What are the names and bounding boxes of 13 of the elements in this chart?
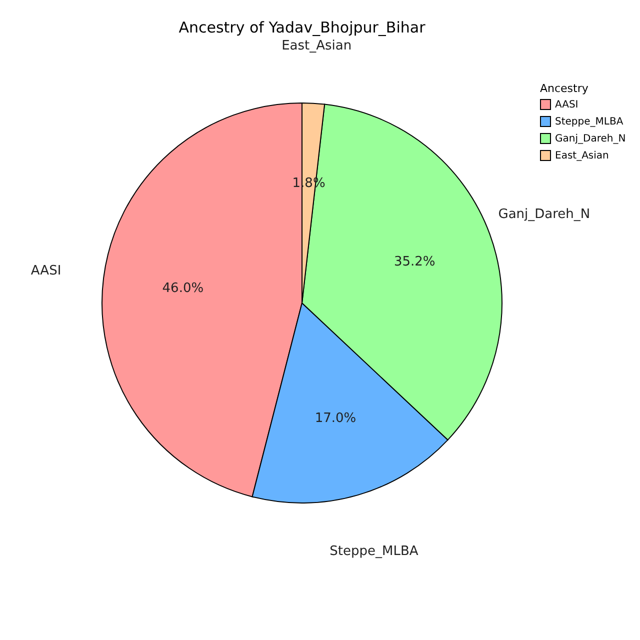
data-label: 35.2% [394, 254, 436, 270]
legend-label: AASI [555, 100, 578, 110]
legend-label: Ganj_Dareh_N [555, 134, 626, 144]
legend-title: Ancestry [540, 82, 589, 95]
chart-title: Ancestry of Yadav_Bhojpur_Bihar [178, 18, 426, 36]
slice-label: Ganj_Dareh_N [498, 207, 590, 222]
category-label: East_Asian [282, 38, 352, 54]
legend-label: East_Asian [555, 150, 609, 162]
legend-label: Steppe_MLBA [555, 116, 624, 128]
data-label: 46.0% [162, 280, 204, 296]
slice-label: Steppe_MLBA [330, 544, 418, 559]
slice-label: AASI [30, 264, 62, 279]
data-label: 17.0% [314, 411, 356, 426]
